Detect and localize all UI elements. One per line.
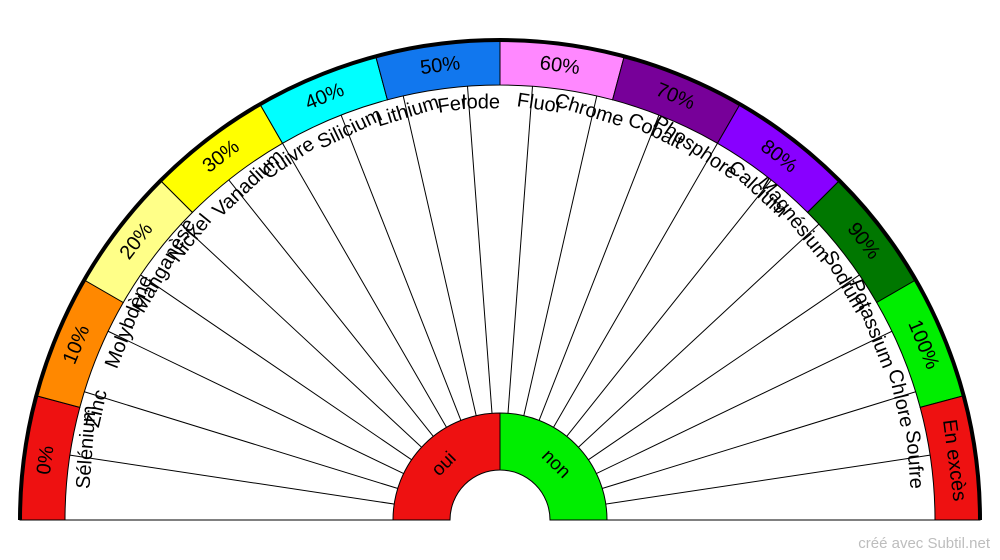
- percent-label: 0%: [33, 444, 59, 476]
- element-label: Iode: [461, 91, 500, 113]
- credit-text: créé avec Subtil.net: [858, 535, 990, 552]
- element-label: Soufre: [901, 429, 927, 489]
